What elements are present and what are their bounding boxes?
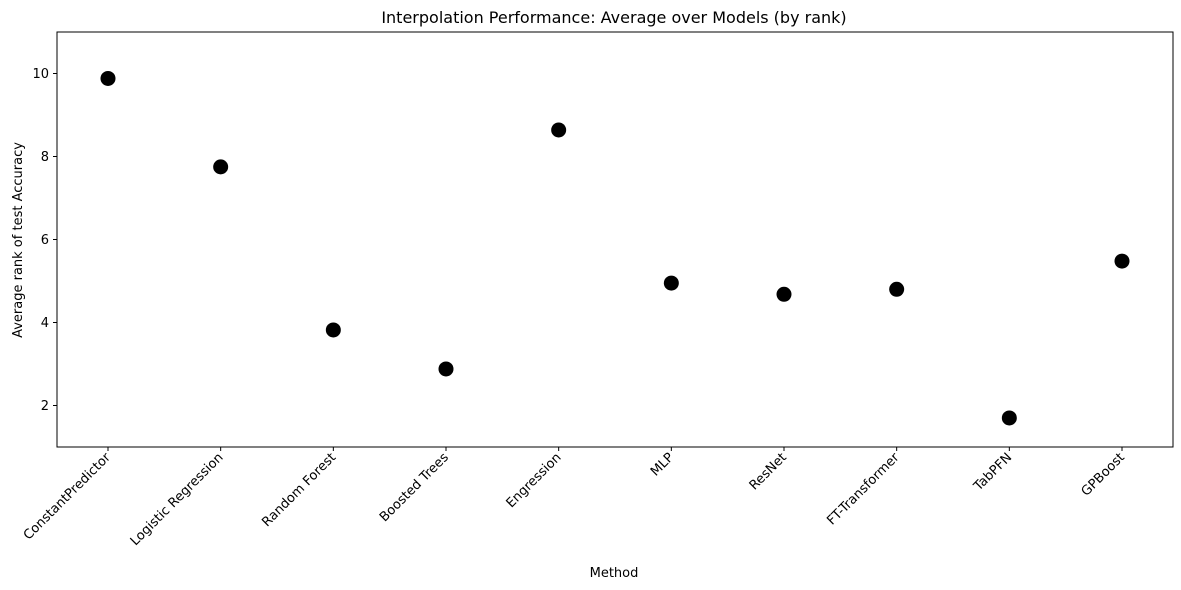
x-tick-label: FT-Transformer [824, 450, 903, 529]
y-tick-label: 10 [32, 67, 49, 82]
data-point [438, 361, 454, 377]
data-point [100, 70, 116, 86]
data-point [663, 275, 679, 291]
data-point [325, 322, 341, 338]
data-point [776, 286, 792, 302]
x-tick-label: MLP [648, 450, 677, 479]
y-tick-label: 4 [41, 316, 49, 331]
x-tick-label: Engression [504, 450, 565, 511]
data-point [1114, 253, 1130, 269]
x-axis-label: Method [590, 566, 639, 581]
x-tick-label: GPBoost [1079, 450, 1128, 499]
y-tick-label: 6 [41, 233, 49, 248]
x-tick-label: Random Forest [259, 450, 339, 530]
x-axis: ConstantPredictor Logistic Regression Rand… [21, 447, 1128, 549]
data-point [889, 281, 905, 297]
plot-area [56, 31, 1174, 448]
y-axis: 2 4 6 8 10 [32, 67, 57, 414]
data-point [213, 159, 229, 175]
y-tick-label: 2 [41, 399, 49, 414]
x-tick-label: TabPFN [971, 450, 1016, 495]
y-tick-label: 8 [41, 150, 49, 165]
x-tick-label: Logistic Regression [128, 450, 227, 549]
data-point [551, 122, 567, 138]
y-axis-label: Average rank of test Accuracy [11, 142, 26, 338]
data-point [1001, 410, 1017, 426]
x-tick-label: ResNet [747, 450, 790, 493]
x-tick-label: ConstantPredictor [21, 450, 114, 543]
x-tick-label: Boosted Trees [377, 450, 452, 525]
data-points [100, 70, 1130, 426]
chart-title: Interpolation Performance: Average over … [381, 8, 846, 27]
